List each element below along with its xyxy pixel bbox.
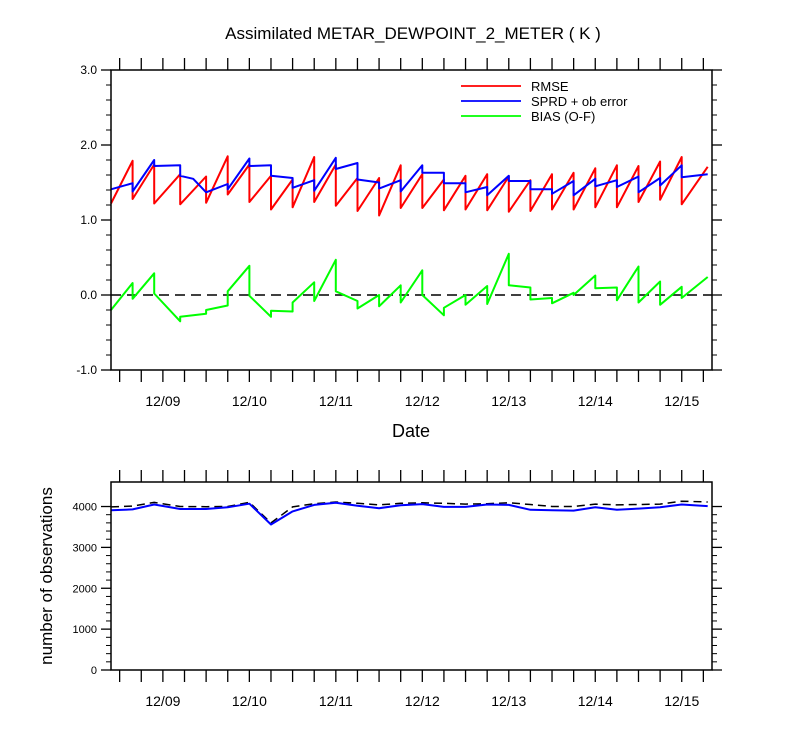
y-tick-label: 0.0 — [80, 288, 97, 302]
legend-label: SPRD + ob error — [531, 94, 628, 109]
top-series — [110, 155, 712, 323]
x-tick-label: 12/11 — [319, 693, 353, 709]
top-plot-frame — [110, 69, 713, 371]
y-tick-label: 3000 — [73, 542, 97, 554]
y-tick-label: 3.0 — [80, 63, 97, 77]
top-axes: -1.0 0.0 1.0 2.0 3.0 12/09 12/10 12/11 12/12 12/1… — [76, 58, 722, 409]
series-bias-o-f — [110, 252, 709, 323]
y-tick-label: 4000 — [73, 502, 97, 514]
x-tick-label: 12/14 — [578, 693, 613, 709]
y-tick-label: 0 — [91, 665, 97, 677]
y-tick-label: 2000 — [73, 583, 97, 595]
x-tick-label: 12/10 — [232, 693, 267, 709]
legend-label: RMSE — [531, 79, 569, 94]
y-tick-label: -1.0 — [76, 363, 97, 377]
x-axis-label: Date — [392, 421, 430, 441]
x-tick-label: 12/13 — [491, 393, 526, 409]
series-sprd-ob-error — [110, 156, 708, 197]
x-tick-label: 12/09 — [145, 393, 180, 409]
x-tick-label: 12/09 — [145, 693, 180, 709]
bottom-axes: 0 1000 2000 3000 4000 12/09 12/10 12/11 12/12 12/… — [73, 470, 722, 709]
top-chart: Assimilated METAR_DEWPOINT_2_METER ( K )… — [76, 24, 722, 441]
x-tick-label: 12/15 — [664, 693, 699, 709]
y-axis-label-observations: number of observations — [37, 487, 56, 665]
bottom-series — [110, 500, 708, 526]
x-tick-label: 12/12 — [405, 393, 440, 409]
x-tick-label: 12/15 — [664, 393, 699, 409]
legend-label: BIAS (O-F) — [531, 109, 595, 124]
x-tick-label: 12/10 — [232, 393, 267, 409]
chart-title: Assimilated METAR_DEWPOINT_2_METER ( K ) — [225, 24, 601, 43]
y-tick-label: 2.0 — [80, 138, 97, 152]
bottom-chart: 0 1000 2000 3000 4000 12/09 12/10 12/11 12/12 12/… — [37, 470, 722, 709]
bottom-plot-frame — [110, 481, 713, 671]
x-tick-label: 12/14 — [578, 393, 613, 409]
x-tick-label: 12/11 — [319, 393, 353, 409]
y-tick-label: 1000 — [73, 624, 97, 636]
series-observations-possible — [110, 500, 708, 524]
x-tick-label: 12/12 — [405, 693, 440, 709]
x-tick-label: 12/13 — [491, 693, 526, 709]
series-observations-assimilated — [110, 501, 708, 526]
y-tick-label: 1.0 — [80, 213, 97, 227]
series-rmse — [110, 155, 709, 217]
